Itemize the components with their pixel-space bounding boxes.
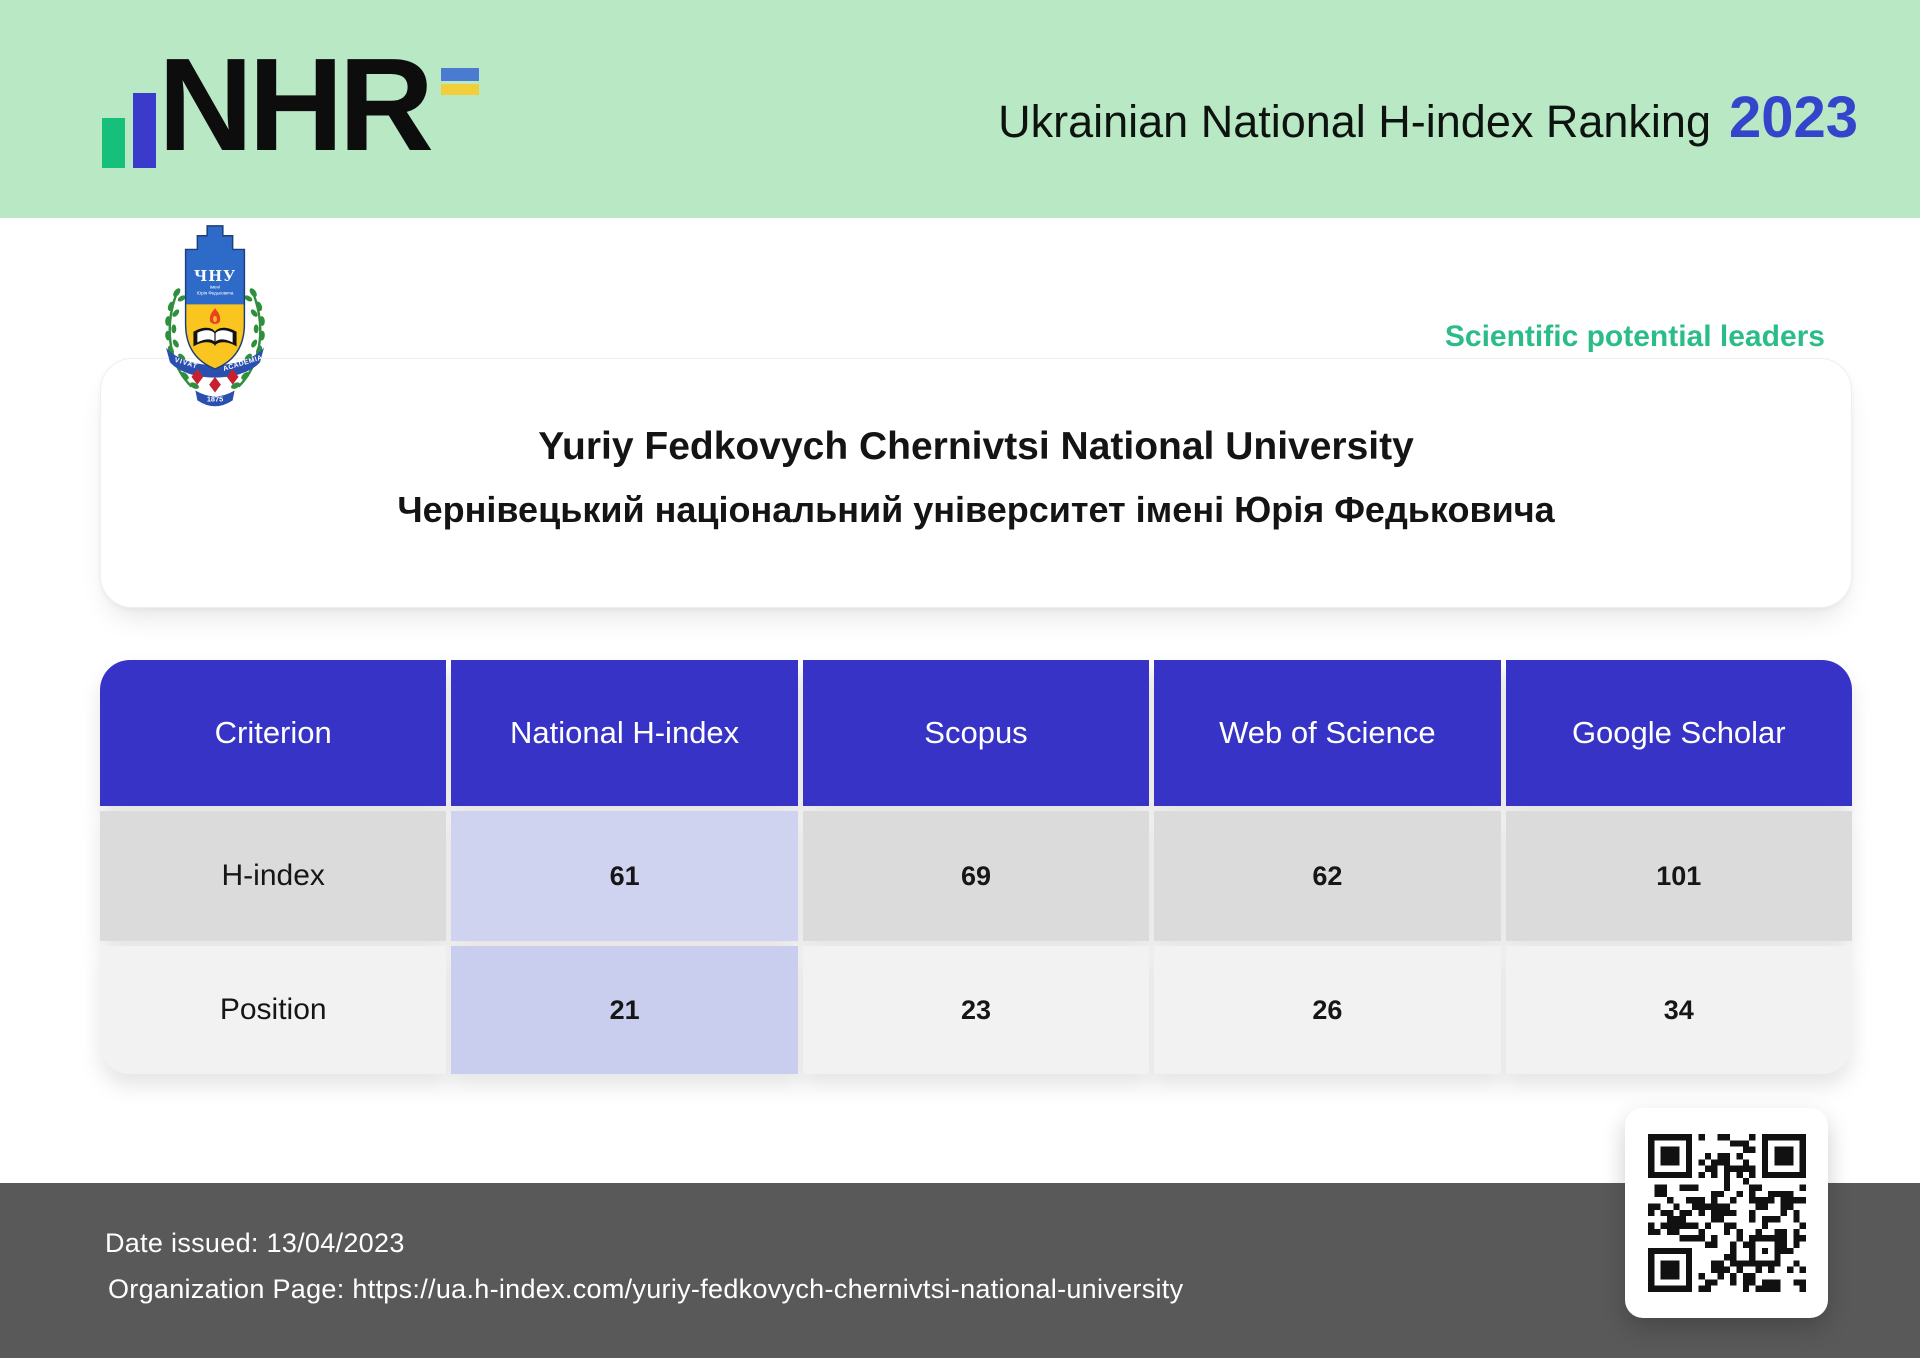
footer-band: Date issued: 13/04/2023 Organization Pag… (0, 1183, 1920, 1358)
cell-position-scopus: 23 (802, 946, 1150, 1074)
header-cell-scopus: Scopus (802, 660, 1150, 806)
nhr-logo-text: NHR (158, 31, 434, 178)
university-name-uk: Чернівецький національний університет ім… (397, 489, 1555, 530)
cell-position-wos: 26 (1154, 946, 1501, 1074)
qr-code-icon (1647, 1134, 1806, 1292)
row-label-h-index: H-index (100, 811, 447, 941)
svg-text:імені: імені (210, 285, 220, 290)
university-name-en: Yuriy Fedkovych Chernivtsi National Univ… (538, 425, 1414, 468)
ranking-table: Criterion National H-index Scopus Web of… (100, 660, 1852, 1074)
cell-position-national: 21 (451, 946, 798, 1074)
header-cell-web-of-science: Web of Science (1154, 660, 1501, 806)
ukraine-flag-icon (441, 68, 479, 95)
cell-h-index-scopus: 69 (802, 811, 1150, 941)
ranking-title-text: Ukrainian National H-index Ranking (998, 96, 1711, 147)
row-label-position: Position (100, 946, 447, 1074)
nhr-logo: NHR (100, 39, 500, 171)
organization-page-label: Organization Page: (108, 1274, 345, 1304)
cell-position-scholar: 34 (1505, 946, 1852, 1074)
date-issued-label: Date issued: (105, 1228, 259, 1258)
organization-page-url[interactable]: https://ua.h-index.com/yuriy-fedkovych-c… (352, 1274, 1184, 1304)
svg-text:ЧНУ: ЧНУ (194, 268, 236, 285)
flag-blue-stripe (441, 68, 479, 81)
logo-green-bar-icon (102, 118, 125, 168)
cell-h-index-national: 61 (451, 811, 798, 941)
cell-h-index-wos: 62 (1154, 811, 1501, 941)
university-crest: VIVAT ACADEMIA ЧНУ імені Юрія Федьковича (156, 222, 274, 418)
date-issued-line: Date issued: 13/04/2023 (105, 1228, 1920, 1259)
ranking-year: 2023 (1728, 85, 1858, 150)
date-issued-value: 13/04/2023 (266, 1228, 405, 1258)
organization-page-line: Organization Page: https://ua.h-index.co… (108, 1274, 1920, 1305)
svg-text:Юрія Федьковича: Юрія Федьковича (197, 291, 234, 296)
header-cell-google-scholar: Google Scholar (1505, 660, 1852, 806)
header-cell-national-h-index: National H-index (451, 660, 798, 806)
ranking-title: Ukrainian National H-index Ranking 2023 (998, 84, 1858, 151)
university-crest-icon: VIVAT ACADEMIA ЧНУ імені Юрія Федьковича (165, 225, 265, 407)
header-cell-criterion: Criterion (100, 660, 447, 806)
qr-card (1625, 1108, 1828, 1318)
logo-blue-bar-icon (133, 93, 156, 168)
university-name-card: Yuriy Fedkovych Chernivtsi National Univ… (100, 358, 1852, 608)
svg-text:1875: 1875 (207, 394, 223, 403)
cell-h-index-scholar: 101 (1505, 811, 1852, 941)
header-band: NHR Ukrainian National H-index Ranking 2… (0, 0, 1920, 218)
tagline: Scientific potential leaders (1444, 320, 1825, 353)
flag-yellow-stripe (441, 84, 479, 95)
